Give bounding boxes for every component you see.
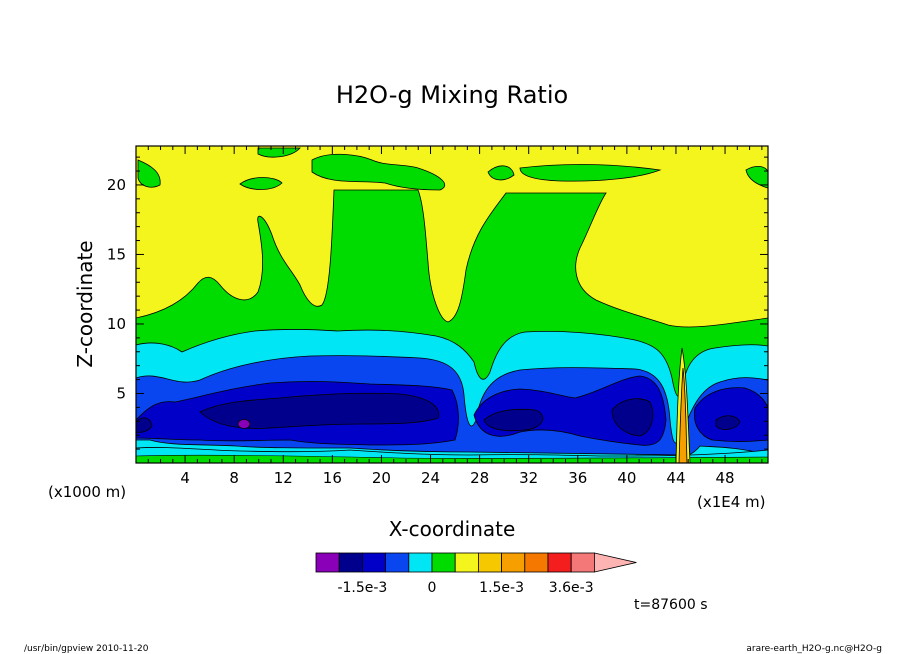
footer-left: /usr/bin/gpview 2010-11-20 bbox=[24, 644, 149, 654]
x-tick-label: 20 bbox=[372, 469, 391, 487]
x-tick-labels: 4 8 12 16 20 24 28 32 36 40 44 48 bbox=[180, 469, 734, 487]
y-tick-labels: 5 10 15 20 bbox=[107, 176, 126, 403]
chart-title: H2O-g Mixing Ratio bbox=[336, 81, 568, 109]
contour-navy-core bbox=[199, 392, 440, 429]
colorbar-label: 3.6e-3 bbox=[549, 580, 594, 596]
y-tick-label: 15 bbox=[107, 245, 126, 263]
x-tick-label: 28 bbox=[470, 469, 489, 487]
x-axis-label: X-coordinate bbox=[389, 517, 516, 541]
footer-right: arare-earth_H2O-g.nc@H2O-g bbox=[746, 644, 882, 654]
x-tick-label: 8 bbox=[229, 469, 239, 487]
x-tick-label: 44 bbox=[666, 469, 685, 487]
x-tick-label: 48 bbox=[716, 469, 735, 487]
y-tick-label: 5 bbox=[116, 384, 126, 402]
colorbar-labels: -1.5e-3 0 1.5e-3 3.6e-3 bbox=[337, 580, 593, 596]
contour-navy-core bbox=[483, 408, 544, 432]
x-tick-label: 4 bbox=[180, 469, 190, 487]
colorbar-swatch bbox=[570, 552, 595, 573]
contour-spike-orange bbox=[678, 367, 688, 463]
contour-green-pocket bbox=[257, 147, 301, 158]
colorbar-swatch bbox=[315, 552, 340, 573]
colorbar-label: 1.5e-3 bbox=[479, 580, 524, 596]
colorbar-swatch bbox=[454, 552, 479, 573]
x-tick-label: 12 bbox=[274, 469, 293, 487]
contour-field bbox=[136, 146, 768, 463]
colorbar-swatch bbox=[431, 552, 456, 573]
contour-green-pocket bbox=[137, 159, 161, 188]
colorbar-arrow bbox=[594, 552, 637, 573]
colorbar-swatch bbox=[361, 552, 386, 573]
plot-frame bbox=[135, 145, 769, 464]
time-label: t=87600 s bbox=[634, 597, 708, 613]
x-unit-left: (x1000 m) bbox=[48, 483, 126, 501]
x-tick-label: 40 bbox=[617, 469, 636, 487]
contour-green-pocket bbox=[487, 165, 515, 181]
colorbar-swatch bbox=[385, 552, 410, 573]
axis-ticks bbox=[136, 146, 768, 463]
colorbar-swatch bbox=[547, 552, 572, 573]
contour-deepblue-layer bbox=[693, 387, 768, 442]
x-tick-label: 36 bbox=[568, 469, 587, 487]
x-tick-label: 32 bbox=[519, 469, 538, 487]
colorbar-label: -1.5e-3 bbox=[337, 580, 387, 596]
colorbar-swatch bbox=[501, 552, 526, 573]
contour-green-pocket bbox=[239, 177, 283, 190]
contour-purple-spot bbox=[237, 419, 251, 429]
contour-green-pocket bbox=[311, 153, 446, 191]
colorbar-swatch bbox=[338, 552, 363, 573]
contour-green-pocket bbox=[519, 164, 662, 182]
colorbar-label: 0 bbox=[428, 580, 437, 596]
contour-green-pocket bbox=[745, 166, 768, 189]
y-axis-label: Z-coordinate bbox=[73, 240, 97, 367]
contour-navy-core bbox=[715, 415, 741, 430]
contour-navy-core bbox=[611, 398, 654, 437]
colorbar-swatch bbox=[524, 552, 549, 573]
colorbar-swatch bbox=[408, 552, 433, 573]
y-tick-label: 10 bbox=[107, 315, 126, 333]
x-tick-label: 16 bbox=[323, 469, 342, 487]
x-tick-label: 24 bbox=[421, 469, 440, 487]
colorbar bbox=[315, 552, 637, 573]
y-tick-label: 20 bbox=[107, 176, 126, 194]
x-unit-right: (x1E4 m) bbox=[697, 493, 766, 511]
colorbar-swatch bbox=[477, 552, 502, 573]
